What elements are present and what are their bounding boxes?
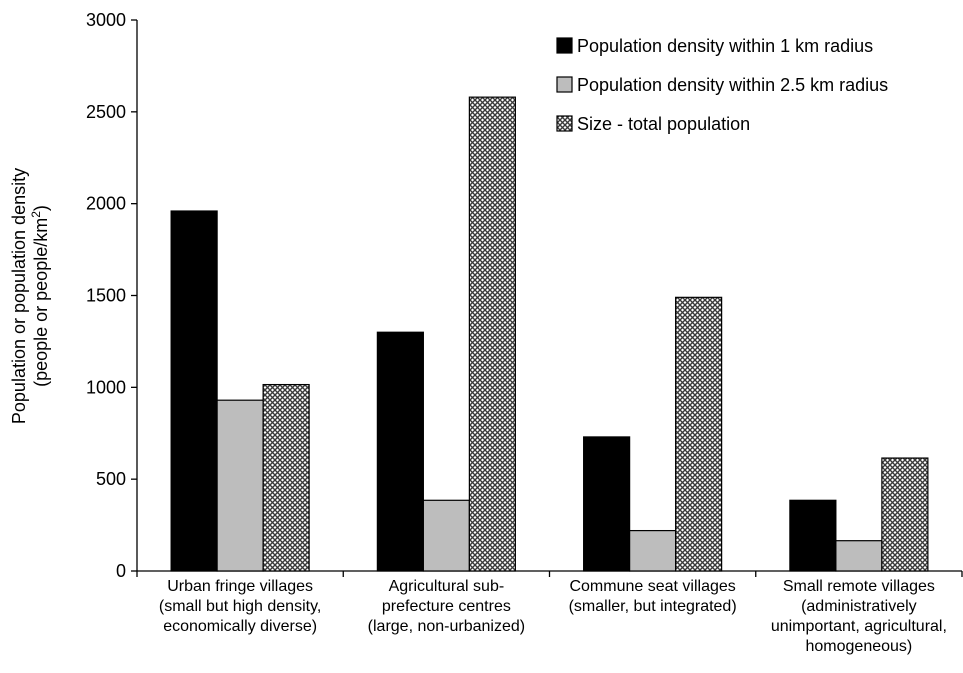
x-category-label-line: unimportant, agricultural, bbox=[771, 618, 947, 635]
x-category-label-line: economically diverse) bbox=[163, 618, 317, 635]
bar-total-population bbox=[881, 457, 929, 572]
legend-swatch bbox=[556, 37, 573, 54]
bar-total-population bbox=[675, 296, 723, 572]
y-axis-title-superscript: 2 bbox=[29, 211, 43, 218]
bar-density-2-5km bbox=[629, 529, 677, 572]
x-category-label-line: prefecture centres bbox=[382, 598, 511, 615]
bar-density-1km bbox=[583, 436, 631, 572]
x-category-label-line: homogeneous) bbox=[806, 638, 913, 655]
x-category-label-line: (large, non-urbanized) bbox=[368, 618, 525, 635]
y-tick-label: 2000 bbox=[86, 194, 126, 214]
bar-density-2-5km bbox=[216, 399, 264, 572]
y-tick-label: 2500 bbox=[86, 102, 126, 122]
bar-density-2-5km bbox=[835, 540, 883, 572]
bar-density-1km bbox=[789, 499, 837, 572]
y-axis-title-line2: (people or people/km2) bbox=[29, 205, 51, 387]
x-category-label-line: (administratively bbox=[801, 598, 917, 615]
x-category-label-line: (small but high density, bbox=[159, 598, 321, 615]
x-category-label-line: (smaller, but integrated) bbox=[569, 598, 737, 615]
legend-label: Size - total population bbox=[577, 114, 750, 134]
x-category-label: Commune seat villages (smaller, but integ… bbox=[569, 578, 737, 615]
y-axis-title-suffix: ) bbox=[31, 205, 51, 211]
y-tick-label: 1000 bbox=[86, 377, 126, 397]
y-axis-title-line1: Population or population density bbox=[9, 168, 29, 424]
x-category-label-line: Small remote villages bbox=[783, 578, 935, 595]
x-category-label: Small remote villages (administratively un… bbox=[771, 578, 947, 655]
legend-label: Population density within 2.5 km radius bbox=[577, 75, 888, 95]
bar-density-2-5km bbox=[422, 499, 470, 572]
x-category-label-line: Commune seat villages bbox=[569, 578, 735, 595]
y-axis-title: Population or population density (people … bbox=[9, 168, 51, 424]
bars bbox=[170, 96, 929, 572]
legend: Population density within 1 km radius Pop… bbox=[556, 36, 888, 134]
legend-swatch bbox=[556, 115, 573, 132]
y-tick-label: 3000 bbox=[86, 10, 126, 30]
x-category-label-line: Urban fringe villages bbox=[167, 578, 313, 595]
x-category-label-line: Agricultural sub- bbox=[389, 578, 505, 595]
legend-label: Population density within 1 km radius bbox=[577, 36, 873, 56]
x-category-label: Agricultural sub-prefecture centres (larg… bbox=[368, 578, 525, 635]
bar-density-1km bbox=[376, 331, 424, 572]
bar-total-population bbox=[468, 96, 516, 572]
y-axis-title-prefix: (people or people/km bbox=[31, 218, 51, 387]
y-tick-label: 500 bbox=[96, 469, 126, 489]
x-category-label: Urban fringe villages (small but high den… bbox=[159, 578, 321, 635]
bar-density-1km bbox=[170, 210, 218, 572]
bar-total-population bbox=[262, 383, 310, 572]
legend-swatch bbox=[556, 76, 573, 93]
y-axis: 0 500 1000 1500 2000 2500 3000 bbox=[86, 10, 138, 581]
y-tick-label: 1500 bbox=[86, 286, 126, 306]
x-axis: Urban fringe villages (small but high den… bbox=[136, 570, 963, 655]
y-tick-label: 0 bbox=[116, 561, 126, 581]
